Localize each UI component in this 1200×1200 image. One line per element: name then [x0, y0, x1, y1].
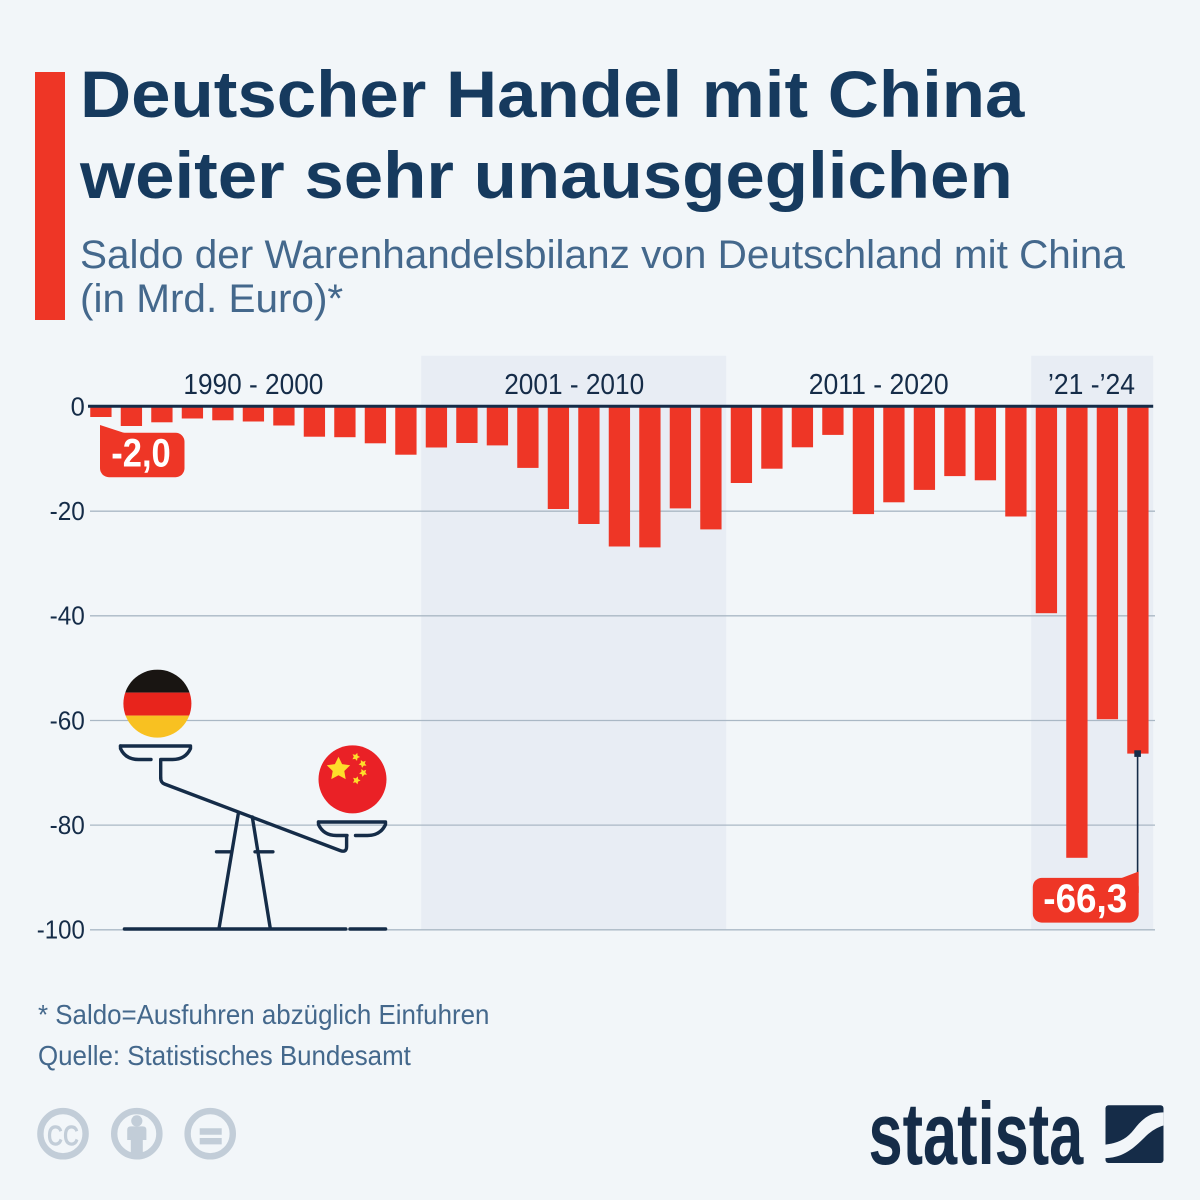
svg-text:statista: statista [869, 1085, 1084, 1184]
svg-text:-80: -80 [50, 812, 85, 840]
svg-text:-40: -40 [50, 603, 85, 631]
svg-text:-100: -100 [37, 917, 85, 945]
svg-text:-60: -60 [50, 707, 85, 735]
svg-text:1990 - 2000: 1990 - 2000 [183, 369, 323, 401]
svg-text:’21 -’24: ’21 -’24 [1048, 369, 1135, 401]
svg-text:-2,0: -2,0 [111, 432, 171, 476]
svg-text:2011 - 2020: 2011 - 2020 [809, 369, 949, 401]
svg-text:-66,3: -66,3 [1043, 877, 1127, 921]
svg-text:2001 - 2010: 2001 - 2010 [504, 369, 644, 401]
svg-text:CC: CC [47, 1121, 79, 1153]
svg-text:0: 0 [71, 393, 85, 421]
svg-text:-20: -20 [50, 498, 85, 526]
